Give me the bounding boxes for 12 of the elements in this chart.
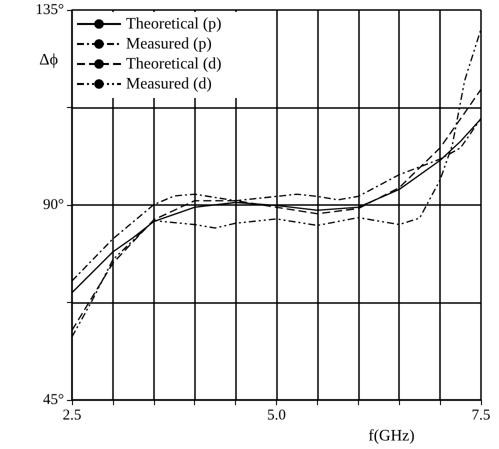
- y-tick-label: 135°: [36, 2, 64, 18]
- y-axis-title: Δϕ: [39, 52, 58, 68]
- x-axis-title: f(GHz): [368, 428, 415, 444]
- text: 5.0: [267, 408, 286, 424]
- y-tick-label: 45°: [43, 392, 64, 408]
- y-tick-label: 90°: [43, 197, 64, 214]
- x-tick-label: 2.5: [62, 408, 82, 424]
- legend-label: Theoretical (d): [126, 56, 222, 72]
- legend-label: Measured (p): [126, 36, 212, 52]
- legend-label: Theoretical (p): [126, 16, 222, 32]
- legend-label: Measured (d): [126, 76, 212, 92]
- x-tick-label: 7.5: [472, 408, 490, 424]
